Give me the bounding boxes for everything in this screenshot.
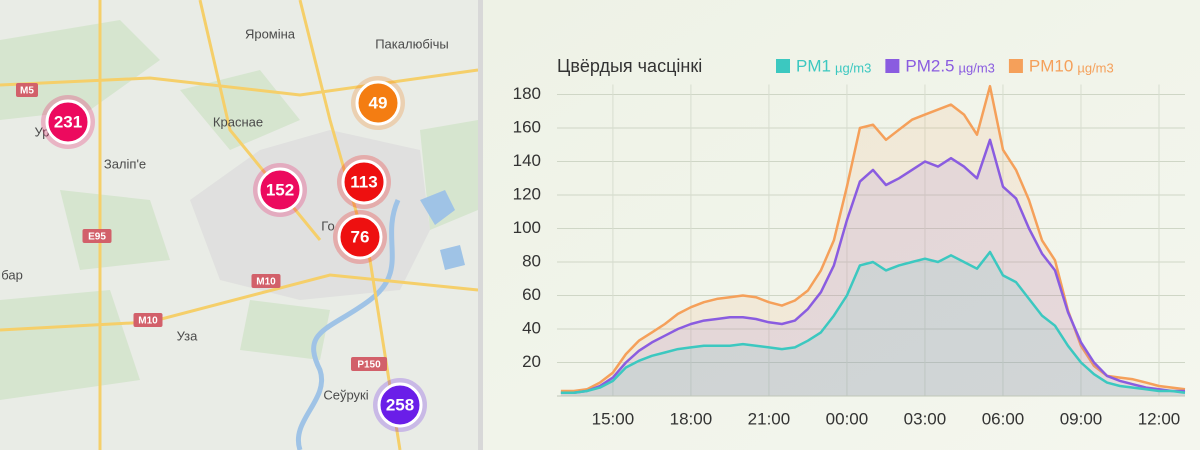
place-label: Яроміна: [245, 26, 296, 41]
series-line: [560, 84, 1186, 393]
marker: [355, 80, 401, 126]
chart-title: Цвёрдыя часцінкі: [557, 56, 702, 76]
marker-value: 152: [266, 180, 294, 199]
marker: [377, 382, 423, 428]
place-label: Заліп'е: [104, 156, 146, 171]
x-tick-label: 21:00: [748, 409, 791, 428]
series-line: [560, 250, 1186, 394]
green-area: [0, 20, 478, 400]
divider: [478, 0, 483, 450]
marker-value: 76: [351, 227, 370, 246]
legend-swatch: [776, 59, 790, 73]
y-tick-label: 180: [513, 84, 541, 103]
x-tick-label: 06:00: [982, 409, 1025, 428]
lake: [420, 190, 465, 270]
place-label: Сеўрукі: [323, 387, 368, 402]
place-label: Го: [321, 218, 334, 233]
y-tick-label: 60: [522, 285, 541, 304]
legend-unit: µg/m3: [959, 60, 995, 75]
x-tick-label: 03:00: [904, 409, 947, 428]
x-tick-label: 12:00: [1138, 409, 1181, 428]
legend-label: PM1: [796, 56, 831, 75]
road-shield: [16, 83, 38, 97]
road-shield: [251, 274, 281, 288]
legend-swatch: [885, 59, 900, 73]
marker-value: 49: [369, 93, 388, 112]
y-tick-label: 160: [513, 118, 541, 137]
marker: [45, 99, 91, 145]
y-tick-label: 100: [513, 218, 541, 237]
y-tick-label: 20: [522, 352, 541, 371]
x-tick-label: 15:00: [592, 409, 635, 428]
legend-swatch: [1008, 59, 1023, 73]
marker-value: 231: [54, 112, 82, 131]
series-line: [560, 138, 1185, 394]
marker: [257, 167, 303, 213]
x-tick-label: 18:00: [670, 409, 713, 428]
river: [295, 198, 401, 450]
legend-label: PM2.5: [905, 56, 954, 75]
legend-unit: µg/m3: [835, 60, 871, 75]
legend-label: PM10: [1029, 56, 1073, 75]
series-area: [560, 252, 1185, 396]
marker: [341, 159, 387, 205]
marker-value: 113: [350, 172, 377, 191]
legend-unit: µg/m3: [1077, 60, 1113, 75]
x-tick-label: 09:00: [1060, 409, 1103, 428]
place-label: Краснае: [213, 114, 263, 129]
y-tick-label: 40: [522, 318, 541, 337]
series-area: [560, 139, 1185, 397]
y-tick-label: 140: [513, 151, 541, 170]
y-tick-label: 120: [513, 185, 541, 204]
place-label: бар: [1, 267, 23, 282]
road-label: P150: [357, 360, 381, 371]
road-label: M10: [138, 316, 158, 327]
road-label: E95: [88, 232, 106, 243]
place-label: Ур: [35, 124, 50, 139]
road-shield: [133, 313, 163, 327]
place-label: Уза: [177, 328, 198, 343]
x-tick-label: 00:00: [826, 409, 869, 428]
road-shield: [82, 229, 112, 243]
marker-value: 258: [386, 395, 414, 414]
road-label: M10: [256, 277, 276, 288]
road-label: M5: [20, 86, 34, 97]
road-shield: [351, 357, 387, 371]
y-tick-label: 80: [522, 252, 541, 271]
place-label: Пакалюбічы: [375, 36, 449, 51]
marker: [337, 214, 383, 260]
